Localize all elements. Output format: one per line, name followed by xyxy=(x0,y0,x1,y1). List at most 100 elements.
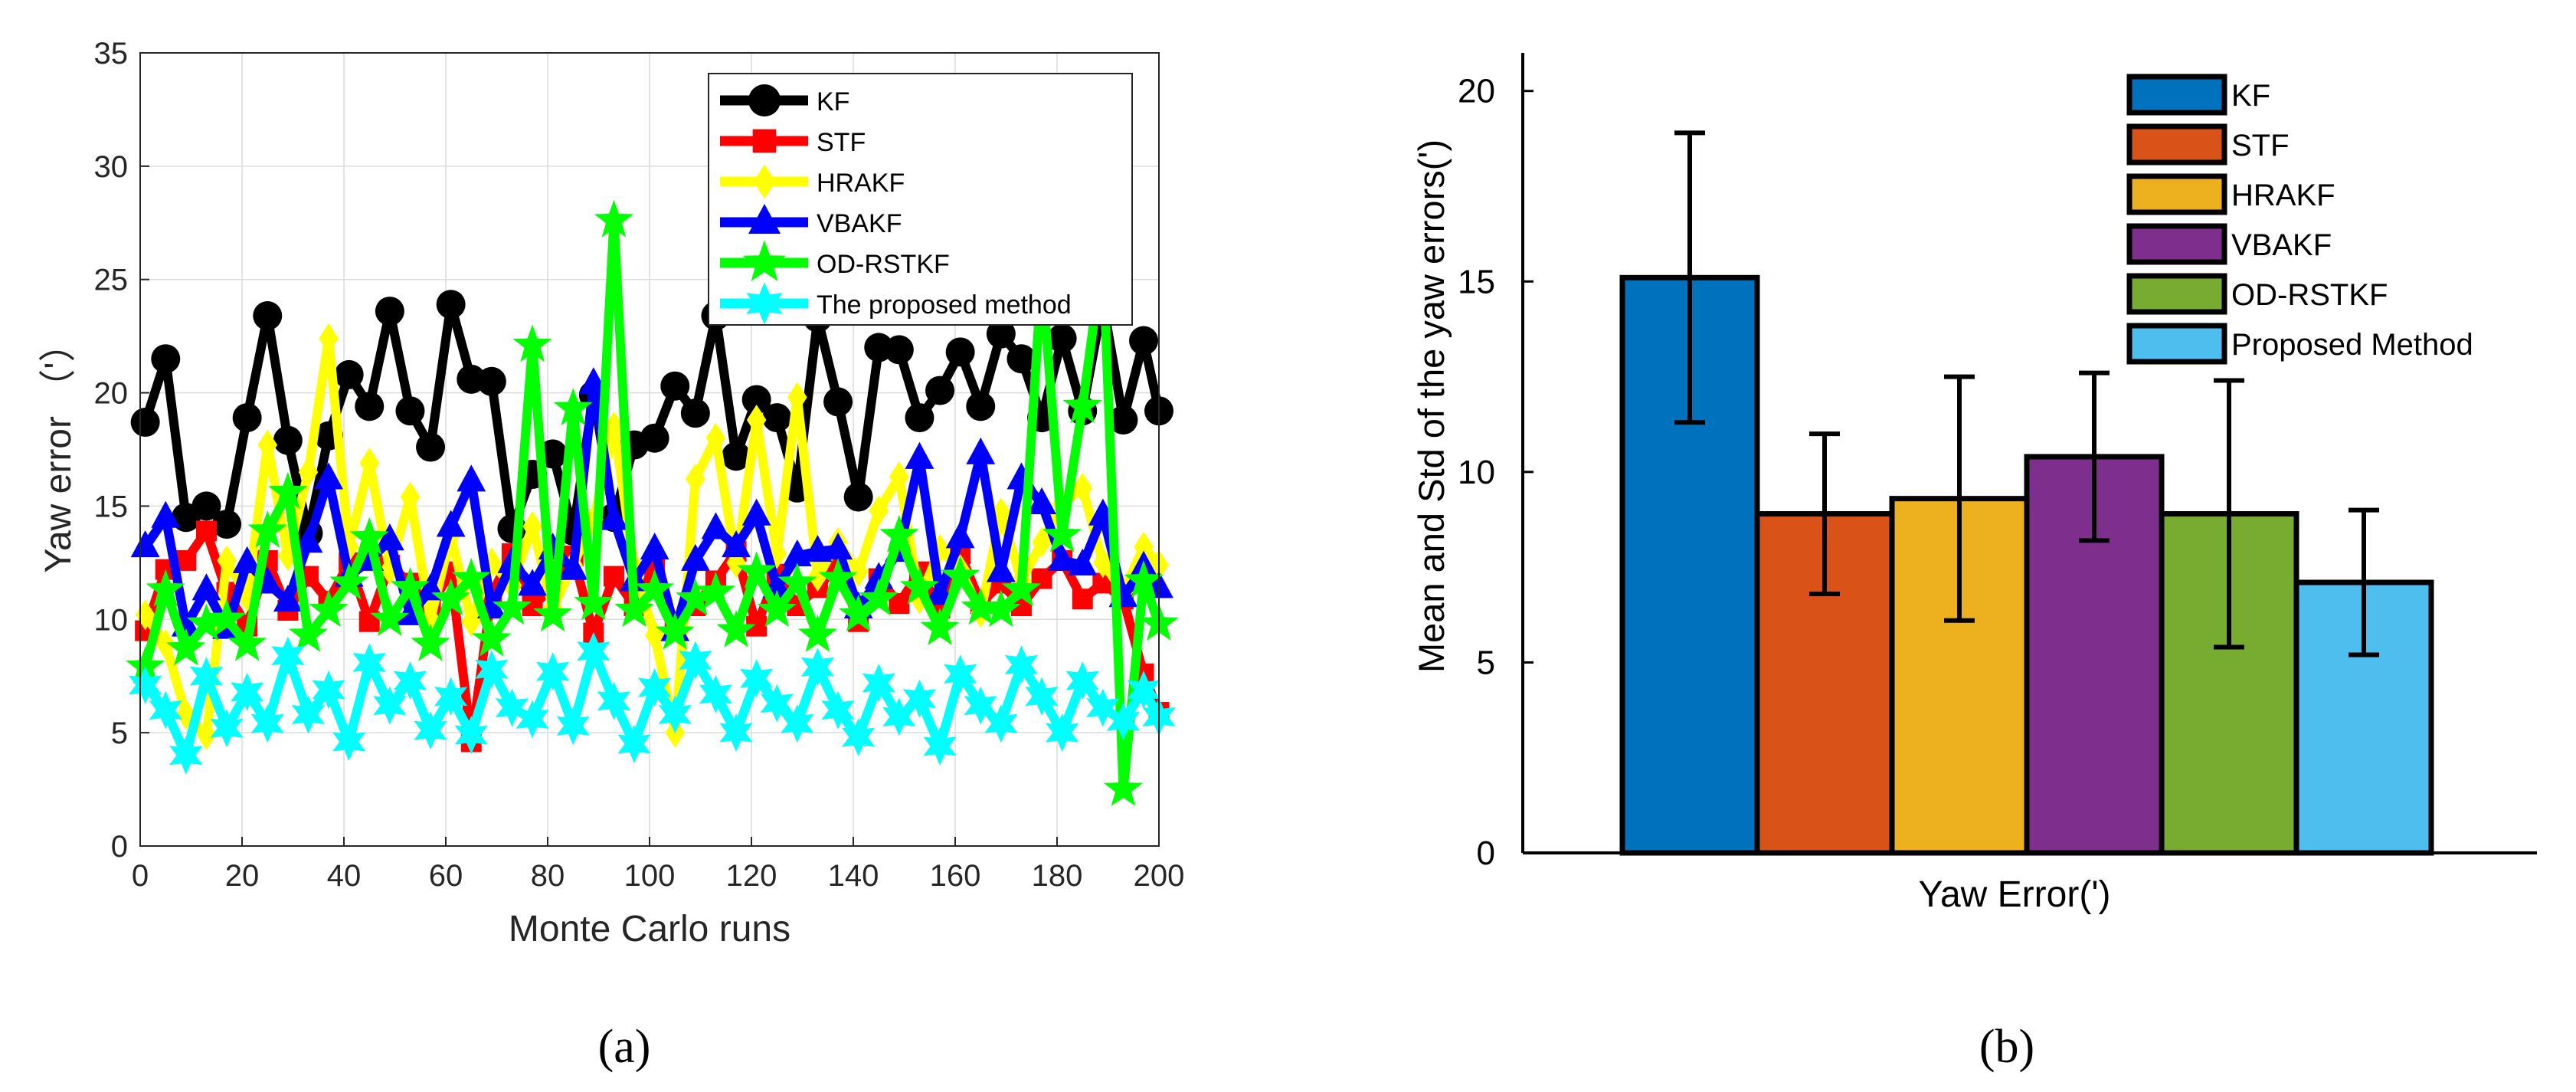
legend-marker xyxy=(748,204,781,234)
error-bar xyxy=(2079,370,2110,543)
data-point xyxy=(843,482,873,512)
data-point xyxy=(1134,531,1154,562)
data-point xyxy=(966,392,996,421)
legend-label: VBAKF xyxy=(2231,228,2332,262)
data-point xyxy=(556,707,590,746)
data-point xyxy=(640,533,669,560)
data-point xyxy=(522,511,542,543)
data-point xyxy=(1108,405,1138,435)
data-point xyxy=(859,578,898,616)
data-point xyxy=(250,704,284,743)
x-tick-label: 20 xyxy=(225,859,260,893)
data-point xyxy=(271,636,305,675)
data-point xyxy=(981,589,1021,628)
data-point xyxy=(375,297,404,326)
data-point xyxy=(166,628,206,666)
bar-chart-panel: 0 5 10 15 20 Yaw Error(') Mean and Std of th… xyxy=(1411,53,2537,1073)
data-point xyxy=(553,388,593,426)
data-point xyxy=(696,571,736,609)
data-point xyxy=(746,405,767,436)
data-point xyxy=(349,516,389,555)
data-point xyxy=(905,441,934,469)
x-tick-label: 40 xyxy=(327,859,362,893)
data-point xyxy=(686,463,705,494)
data-point xyxy=(492,587,532,625)
data-point xyxy=(797,615,838,652)
data-point xyxy=(941,556,980,593)
data-point xyxy=(151,500,181,528)
error-bar xyxy=(1809,431,1840,596)
panel-label-a: (a) xyxy=(598,1021,651,1073)
data-point xyxy=(293,526,323,553)
data-point xyxy=(151,344,181,374)
data-point xyxy=(1047,323,1077,353)
data-point xyxy=(882,697,916,736)
legend-label: Proposed Method xyxy=(2231,328,2473,362)
x-tick-label: 0 xyxy=(132,859,149,893)
data-point xyxy=(352,643,386,682)
y-tick-label: 15 xyxy=(94,490,129,523)
data-point xyxy=(273,425,303,455)
x-tick-label: 160 xyxy=(930,859,981,893)
legend-marker xyxy=(746,282,783,325)
data-point xyxy=(604,411,624,442)
data-point xyxy=(902,679,937,718)
data-point xyxy=(879,514,919,553)
data-point xyxy=(400,481,421,513)
data-point xyxy=(1068,548,1098,576)
data-point xyxy=(757,589,797,628)
data-point xyxy=(434,677,468,716)
data-point xyxy=(680,398,710,428)
data-point xyxy=(617,724,651,763)
data-point xyxy=(1007,344,1036,374)
data-point xyxy=(722,441,751,471)
data-point xyxy=(411,623,450,661)
series-od-rstkf xyxy=(126,199,1179,806)
y-tick-label: 25 xyxy=(94,264,129,297)
legend-label: VBAKF xyxy=(817,209,902,238)
data-point xyxy=(1072,589,1093,610)
x-tick-label: 60 xyxy=(429,859,463,893)
data-point xyxy=(298,457,319,488)
x-tick-label: 140 xyxy=(828,859,879,893)
data-point xyxy=(614,589,654,628)
data-point xyxy=(737,551,777,589)
y-tick-label: 10 xyxy=(1458,454,1495,491)
y-tick-label: 35 xyxy=(94,37,129,71)
data-point xyxy=(1072,472,1093,503)
x-tick-labels: 0 20 40 60 80 100 120 140 160 180 200 xyxy=(132,859,1185,893)
data-point xyxy=(597,681,631,720)
data-point xyxy=(436,290,466,320)
data-point xyxy=(680,543,710,571)
y-tick-label: 20 xyxy=(1458,73,1495,110)
data-point xyxy=(232,403,262,433)
data-point xyxy=(1127,671,1160,709)
data-point xyxy=(889,461,909,492)
legend-box xyxy=(708,73,1133,326)
data-point xyxy=(884,335,914,365)
data-point xyxy=(660,371,690,401)
data-point xyxy=(964,686,997,725)
legend-swatch xyxy=(2126,223,2227,265)
data-point xyxy=(231,672,264,711)
x-tick-label: 180 xyxy=(1032,859,1083,893)
legend-marker xyxy=(748,84,781,116)
data-point xyxy=(899,566,940,605)
data-point xyxy=(416,432,446,462)
data-point xyxy=(375,523,404,551)
data-point xyxy=(655,612,695,650)
data-point xyxy=(986,319,1016,349)
legend-label: KF xyxy=(2231,79,2270,113)
data-point xyxy=(839,594,879,632)
data-point xyxy=(207,598,247,637)
data-point xyxy=(227,623,267,661)
data-point xyxy=(461,606,482,638)
data-point xyxy=(451,558,491,595)
data-point xyxy=(961,587,1000,625)
data-point xyxy=(869,495,889,526)
data-point xyxy=(599,503,629,530)
data-point xyxy=(130,530,160,558)
data-point xyxy=(191,573,221,601)
data-point xyxy=(359,448,380,479)
